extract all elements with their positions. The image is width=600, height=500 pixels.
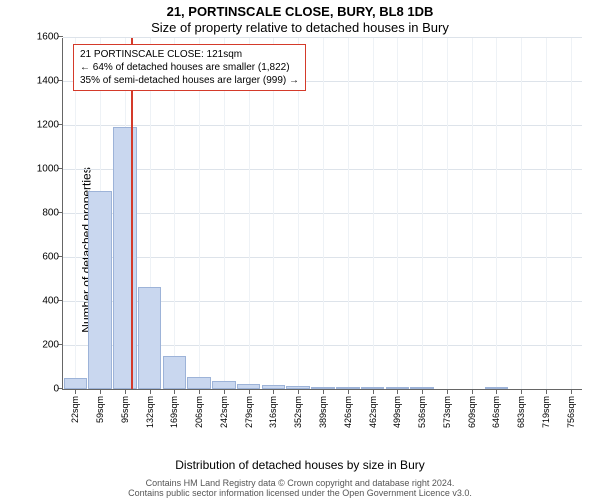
xtick-mark: [323, 389, 324, 394]
ytick-label: 0: [53, 384, 59, 395]
xtick-mark: [373, 389, 374, 394]
gridline-vertical: [323, 38, 324, 389]
histogram-bar: [361, 387, 385, 389]
footer-line2: Contains public sector information licen…: [0, 488, 600, 498]
histogram-bar: [138, 287, 162, 389]
gridline-vertical: [496, 38, 497, 389]
histogram-bar: [187, 377, 211, 389]
ytick-label: 1600: [37, 32, 59, 43]
histogram-bar: [311, 387, 335, 389]
xtick-label: 206sqm: [194, 396, 204, 428]
ytick-label: 800: [42, 208, 59, 219]
xtick-label: 646sqm: [491, 396, 501, 428]
xtick-mark: [348, 389, 349, 394]
xtick-mark: [472, 389, 473, 394]
histogram-bar: [163, 356, 187, 389]
histogram-bar: [64, 378, 88, 389]
xtick-label: 462sqm: [368, 396, 378, 428]
xtick-mark: [100, 389, 101, 394]
histogram-bar: [113, 127, 137, 389]
gridline-vertical: [397, 38, 398, 389]
xtick-mark: [496, 389, 497, 394]
histogram-bar: [262, 385, 286, 389]
xtick-label: 279sqm: [244, 396, 254, 428]
xtick-mark: [546, 389, 547, 394]
histogram-bar: [410, 387, 434, 389]
ytick-label: 1000: [37, 164, 59, 175]
xtick-label: 22sqm: [70, 396, 80, 423]
xtick-label: 573sqm: [442, 396, 452, 428]
ytick-label: 1400: [37, 76, 59, 87]
chart-container: 21, PORTINSCALE CLOSE, BURY, BL8 1DB Siz…: [0, 0, 600, 500]
xtick-mark: [249, 389, 250, 394]
gridline-vertical: [521, 38, 522, 389]
ytick-label: 200: [42, 340, 59, 351]
xtick-label: 132sqm: [145, 396, 155, 428]
xtick-mark: [521, 389, 522, 394]
histogram-bar: [386, 387, 410, 389]
histogram-bar: [485, 387, 509, 389]
property-info-box: 21 PORTINSCALE CLOSE: 121sqm ← 64% of de…: [73, 44, 306, 91]
xtick-label: 169sqm: [169, 396, 179, 428]
xtick-label: 756sqm: [566, 396, 576, 428]
histogram-bar: [336, 387, 360, 389]
xtick-mark: [422, 389, 423, 394]
xtick-mark: [174, 389, 175, 394]
gridline-vertical: [422, 38, 423, 389]
xtick-label: 389sqm: [318, 396, 328, 428]
histogram-bar: [286, 386, 310, 389]
gridline-vertical: [373, 38, 374, 389]
title-main: 21, PORTINSCALE CLOSE, BURY, BL8 1DB: [0, 4, 600, 19]
xtick-label: 59sqm: [95, 396, 105, 423]
xtick-label: 426sqm: [343, 396, 353, 428]
infobox-line1: 21 PORTINSCALE CLOSE: 121sqm: [80, 48, 299, 61]
xtick-mark: [224, 389, 225, 394]
infobox-line3: 35% of semi-detached houses are larger (…: [80, 74, 299, 87]
gridline-vertical: [546, 38, 547, 389]
title-sub: Size of property relative to detached ho…: [0, 20, 600, 35]
xtick-label: 242sqm: [219, 396, 229, 428]
ytick-label: 1200: [37, 120, 59, 131]
plot-area: 0200400600800100012001400160022sqm59sqm9…: [62, 38, 582, 390]
xtick-mark: [447, 389, 448, 394]
gridline-vertical: [348, 38, 349, 389]
xtick-label: 316sqm: [268, 396, 278, 428]
xtick-mark: [125, 389, 126, 394]
histogram-bar: [212, 381, 236, 389]
xtick-label: 499sqm: [392, 396, 402, 428]
footer-line1: Contains HM Land Registry data © Crown c…: [0, 478, 600, 488]
gridline-vertical: [472, 38, 473, 389]
xtick-label: 95sqm: [120, 396, 130, 423]
xtick-mark: [571, 389, 572, 394]
xtick-label: 609sqm: [467, 396, 477, 428]
xtick-mark: [273, 389, 274, 394]
histogram-bar: [237, 384, 261, 390]
ytick-label: 400: [42, 296, 59, 307]
x-axis-label: Distribution of detached houses by size …: [0, 458, 600, 472]
xtick-mark: [298, 389, 299, 394]
gridline-vertical: [447, 38, 448, 389]
gridline-vertical: [571, 38, 572, 389]
ytick-label: 600: [42, 252, 59, 263]
xtick-label: 683sqm: [516, 396, 526, 428]
infobox-line2: ← 64% of detached houses are smaller (1,…: [80, 61, 299, 74]
xtick-label: 536sqm: [417, 396, 427, 428]
xtick-label: 352sqm: [293, 396, 303, 428]
xtick-label: 719sqm: [541, 396, 551, 428]
xtick-mark: [150, 389, 151, 394]
xtick-mark: [199, 389, 200, 394]
histogram-bar: [88, 191, 112, 389]
xtick-mark: [397, 389, 398, 394]
xtick-mark: [75, 389, 76, 394]
